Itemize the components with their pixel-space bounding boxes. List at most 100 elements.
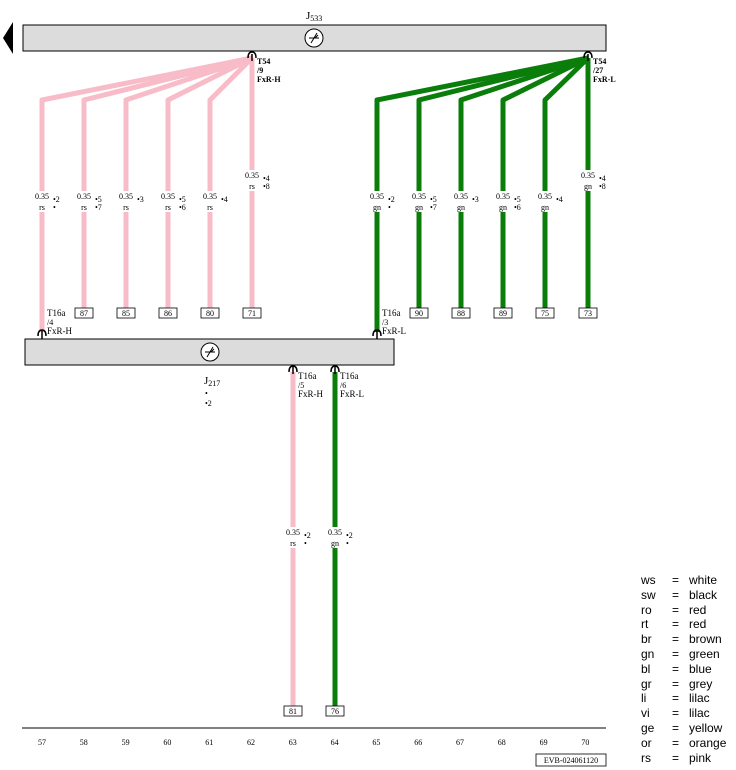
legend-color-name: black — [689, 587, 718, 602]
label-backing — [409, 191, 429, 212]
terminal-number: 80 — [206, 309, 214, 318]
legend-equals: = — [672, 632, 680, 647]
legend-row: bl = blue — [641, 662, 726, 677]
legend-row: rs = pink — [641, 751, 726, 766]
column-number: 69 — [540, 738, 548, 747]
wire-57 — [39, 55, 253, 332]
svg-text:T54: T54 — [593, 57, 606, 66]
terminal-number: 90 — [415, 309, 423, 318]
legend-row: ge = yellow — [641, 721, 726, 736]
control-unit-icon — [200, 342, 220, 362]
label-backing — [200, 191, 220, 212]
legend-equals: = — [672, 691, 680, 706]
svg-text:FxR-L: FxR-L — [340, 389, 364, 399]
connector-t16a-3-label: T16a /3 FxR-L — [382, 308, 406, 336]
legend-color-name: blue — [689, 661, 712, 676]
wire-note: •5 — [95, 195, 102, 204]
label-backing — [158, 191, 178, 212]
column-number: 64 — [331, 738, 339, 747]
component-j533-label: J533 — [306, 10, 322, 23]
column-number: 57 — [38, 738, 46, 747]
wire-size-label: 0.35 — [286, 528, 300, 537]
wire-58 — [81, 55, 253, 310]
wire-size-label: 0.35 — [245, 171, 259, 180]
wire-size-label: 0.35 — [370, 192, 384, 201]
wire-60 — [165, 55, 254, 310]
wire-color-label: gn — [499, 203, 507, 212]
svg-text:T16a: T16a — [382, 308, 401, 318]
wire-layer — [39, 55, 591, 708]
wire-note: • — [53, 203, 56, 212]
wire-59 — [123, 55, 253, 310]
legend-code: or — [641, 735, 652, 750]
wire-label-layer: 0.35rs•2•0.35rs•5•7870.35rs•3850.35rs•5•… — [32, 170, 606, 717]
wire-note: •8 — [263, 182, 270, 191]
component-j217-label: J217 — [204, 375, 220, 388]
page-arrow-icon[interactable] — [3, 22, 13, 54]
terminal-box — [409, 307, 429, 319]
wire-size-label: 0.35 — [119, 192, 133, 201]
legend-code: bl — [641, 661, 651, 676]
connector-pin-icon — [247, 51, 257, 61]
wire-note: •2 — [388, 195, 395, 204]
wire-note: •2 — [346, 531, 353, 540]
label-backing — [578, 170, 598, 191]
wire-65 — [374, 55, 589, 332]
wire-size-label: 0.35 — [454, 192, 468, 201]
wire-69 — [542, 56, 590, 310]
terminal-box — [200, 307, 220, 319]
wire-note: •5 — [179, 195, 186, 204]
connector-pin-icon — [288, 365, 298, 374]
terminal-box — [493, 307, 513, 319]
component-j217-note: • — [205, 389, 208, 398]
svg-text:FxR-L: FxR-L — [382, 326, 406, 336]
connector-t54-9-label: T54 /9 FxR-H — [256, 57, 281, 84]
svg-text:FxR-H: FxR-H — [298, 389, 324, 399]
column-number: 66 — [414, 738, 422, 747]
svg-text:T16a: T16a — [340, 371, 359, 381]
wire-note: •4 — [599, 174, 606, 183]
column-number: 59 — [122, 738, 130, 747]
connector-t16a-6-label: T16a /6 FxR-L — [340, 371, 364, 399]
wire-note: •3 — [472, 195, 479, 204]
terminal-number: 88 — [457, 309, 465, 318]
wire-size-label: 0.35 — [412, 192, 426, 201]
legend-equals: = — [672, 646, 680, 661]
label-backing — [451, 191, 471, 212]
legend-equals: = — [672, 661, 680, 676]
wire-color-label: gn — [331, 539, 339, 548]
legend-code: gn — [641, 646, 655, 661]
wire-color-label: rs — [249, 182, 255, 191]
legend-color-name: grey — [689, 676, 713, 691]
terminal-number: 86 — [164, 309, 172, 318]
terminal-number: 89 — [499, 309, 507, 318]
wire-color-label: gn — [584, 182, 592, 191]
legend-color-name: white — [689, 573, 718, 587]
wire-color-label: gn — [541, 203, 549, 212]
control-unit-icon — [304, 28, 324, 48]
terminal-number: 76 — [331, 707, 339, 716]
wire-note: •7 — [95, 203, 102, 212]
terminal-box — [74, 307, 94, 319]
wire-size-label: 0.35 — [77, 192, 91, 201]
legend-row: gr = grey — [641, 677, 726, 692]
svg-text:T54: T54 — [257, 57, 270, 66]
wire-color-label: rs — [165, 203, 171, 212]
legend-code: ws — [641, 573, 656, 587]
wire-size-label: 0.35 — [203, 192, 217, 201]
label-backing — [242, 170, 262, 191]
wire-68 — [500, 55, 590, 310]
wire-note: •5 — [514, 195, 521, 204]
wire-note: •8 — [599, 182, 606, 191]
terminal-number: 85 — [122, 309, 130, 318]
legend-code: vi — [641, 706, 650, 721]
doc-id: EVB-024061120 — [544, 756, 598, 765]
legend-equals: = — [672, 676, 680, 691]
svg-text:/4: /4 — [47, 318, 53, 327]
svg-text:FxR-H: FxR-H — [257, 75, 281, 84]
terminal-box — [535, 307, 555, 319]
legend-equals: = — [672, 706, 680, 721]
wire-color-label: rs — [290, 539, 296, 548]
legend-row: sw = black — [641, 588, 726, 603]
legend-color-name: red — [689, 602, 707, 617]
